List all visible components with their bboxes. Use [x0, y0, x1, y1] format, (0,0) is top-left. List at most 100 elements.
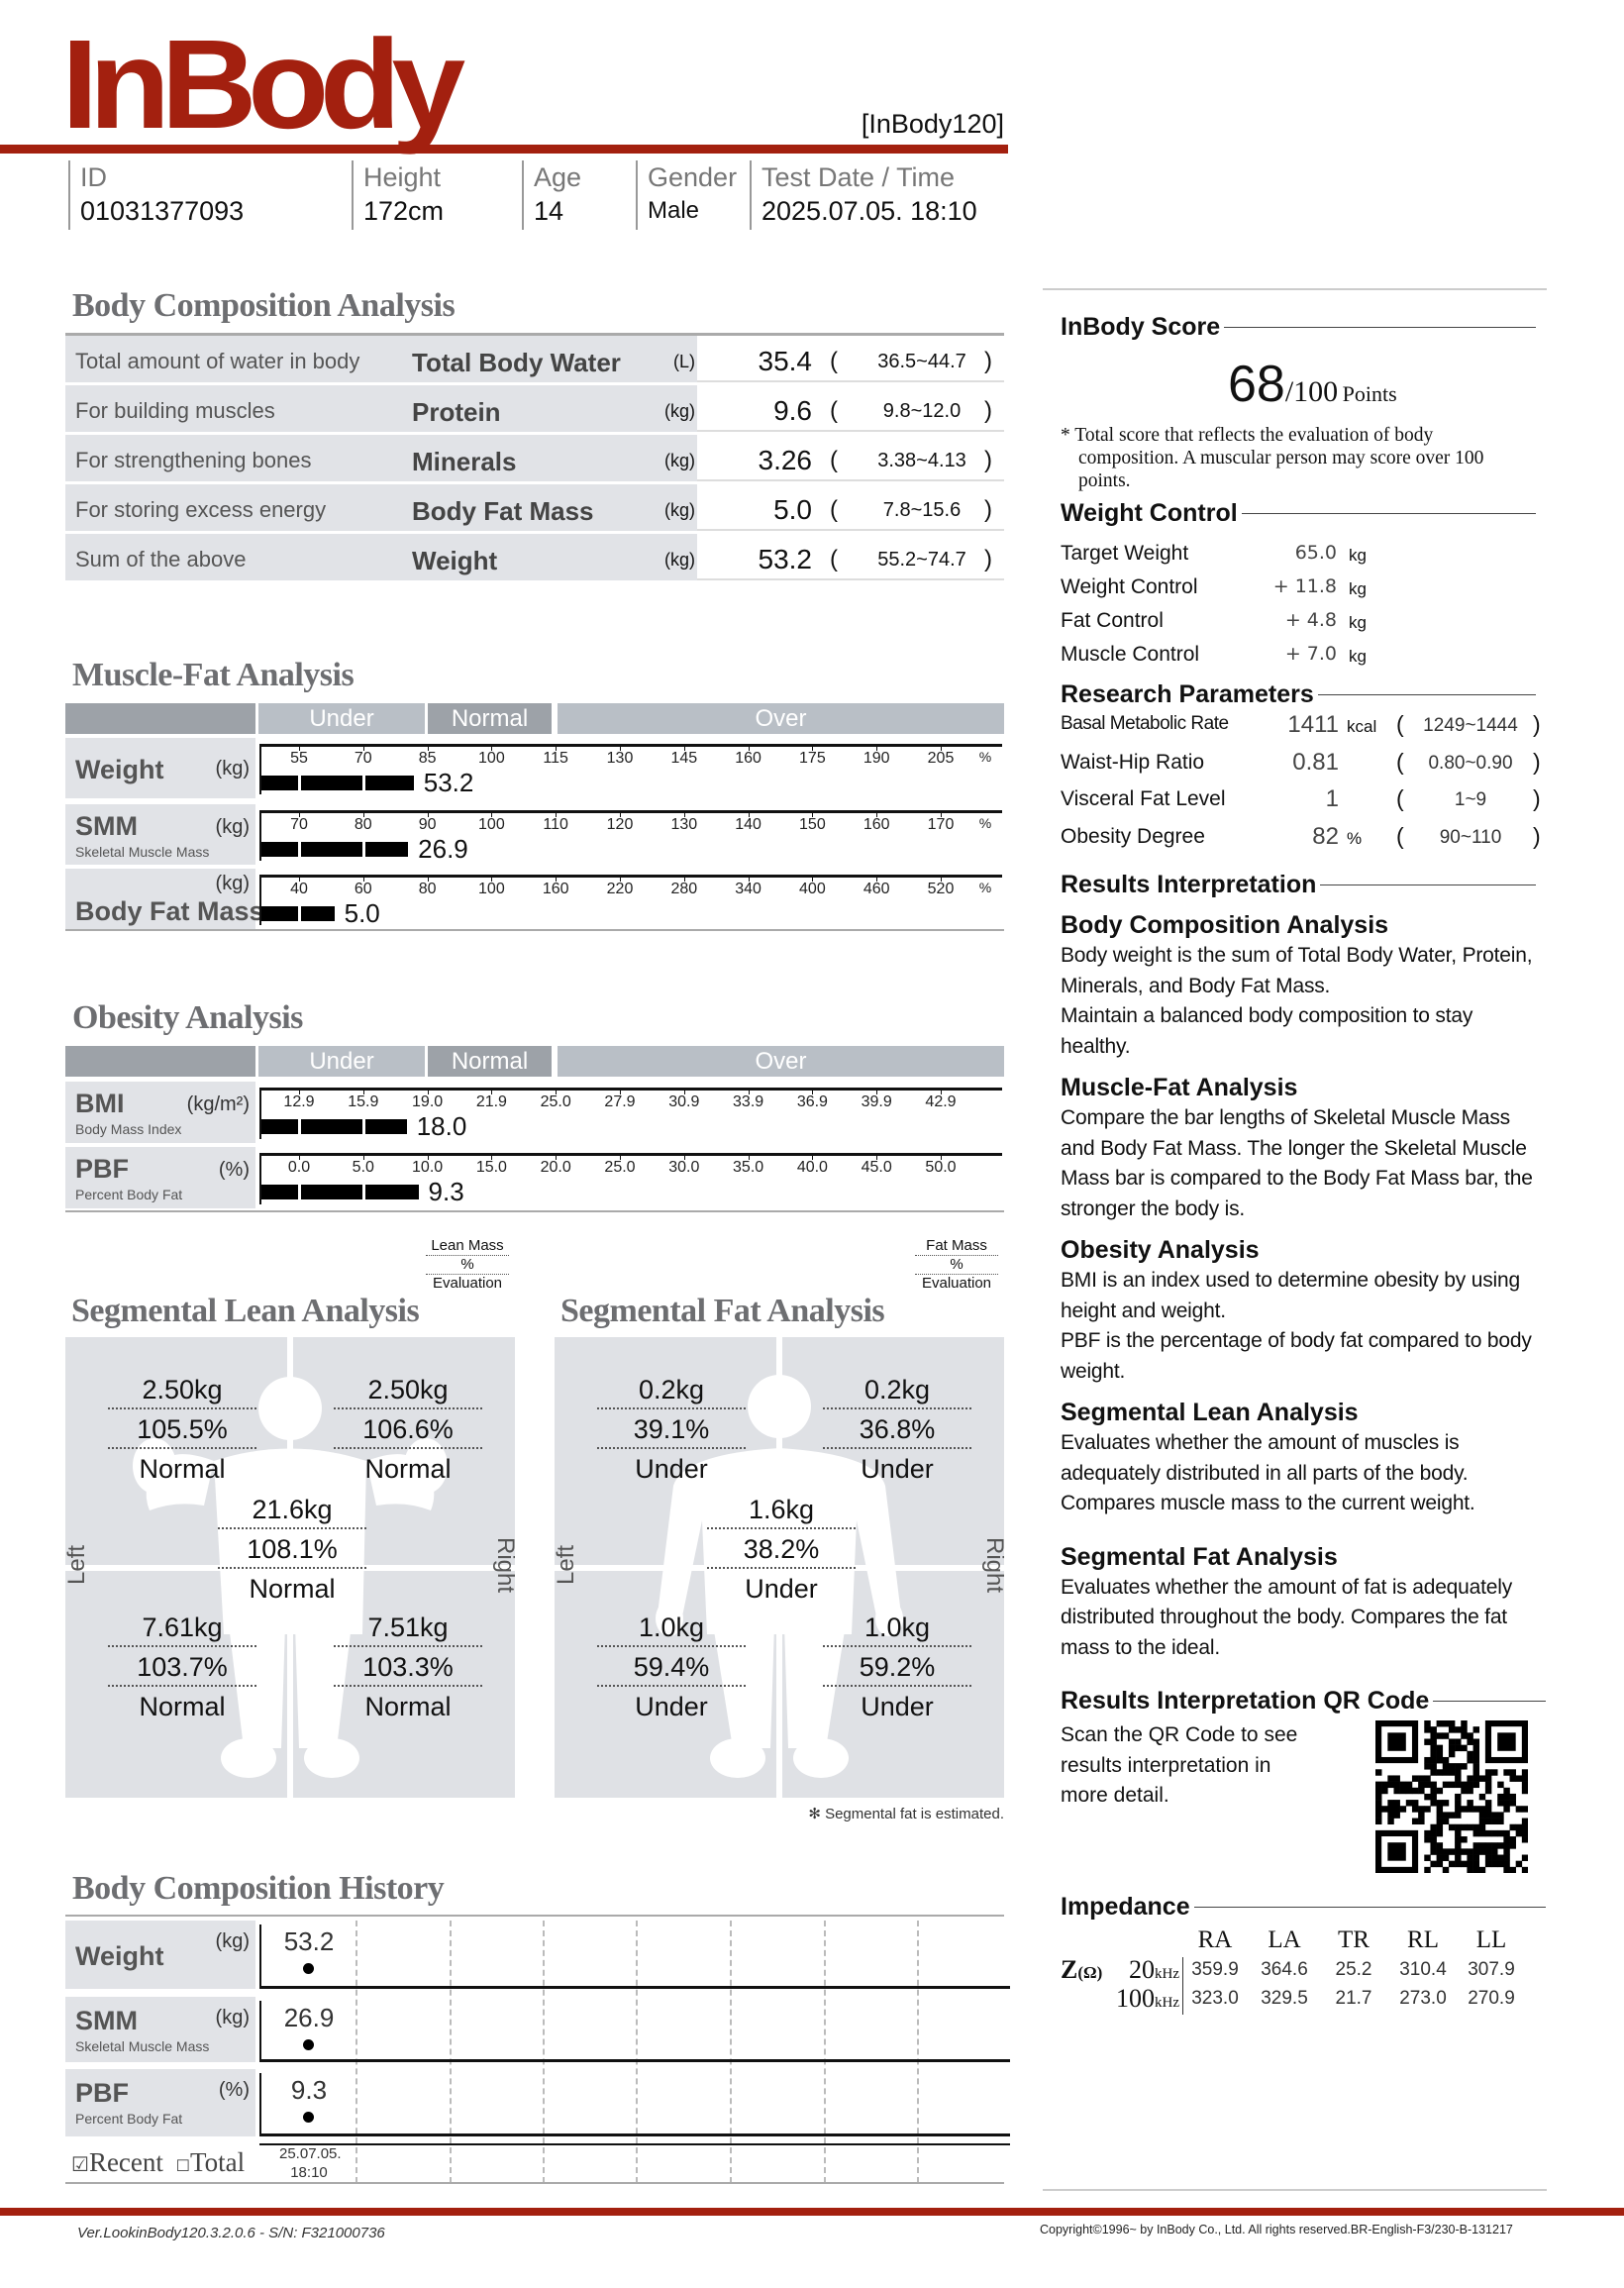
bca-range: 3.38~4.13 — [877, 450, 966, 471]
tick-mark — [299, 810, 300, 817]
bca-value: 5.0 — [773, 494, 812, 525]
bca-desc: For strengthening bones — [75, 448, 312, 472]
score-unit: Points — [1342, 381, 1397, 406]
bca-row-label-bg — [65, 336, 697, 382]
interp-text: BMI is an index used to determine obesit… — [1061, 1269, 1520, 1322]
oa-bottom-rule — [65, 1210, 1004, 1212]
oa-range-band: Under Normal Over — [65, 1046, 1004, 1077]
row-label: PBF Percent Body Fat (%) — [65, 2069, 255, 2136]
tick-mark — [491, 810, 493, 817]
band-under: Under — [258, 703, 425, 734]
tick-label: 25.0 — [604, 1159, 636, 1176]
rp-range: 1249~1444 — [1423, 715, 1518, 736]
freq-unit: kHz — [1155, 1995, 1179, 2011]
history-date: 25.07.05. 18:10 — [279, 2145, 342, 2181]
history-gridline — [730, 1921, 732, 2183]
wc-label: Fat Control — [1061, 609, 1164, 632]
tick-label: 0.0 — [287, 1159, 311, 1176]
row-subname: Body Mass Index — [75, 1121, 182, 1137]
total-label[interactable]: Total — [190, 2147, 246, 2177]
row-label: BMI Body Mass Index (kg/m²) — [65, 1082, 255, 1143]
bca-unit: (L) — [673, 352, 695, 371]
tick-mark — [941, 810, 942, 817]
bca-row-value-bg — [697, 385, 1004, 432]
tick-label: 400 — [799, 881, 826, 897]
bca-unit: (kg) — [664, 451, 695, 470]
impedance-z-label: Z(Ω) — [1061, 1955, 1102, 1987]
bca-row-value-bg — [697, 435, 1004, 481]
bca-paren-close: ) — [984, 447, 992, 473]
segment-evaluation: Normal — [139, 1454, 226, 1484]
mfa-title: Muscle-Fat Analysis — [72, 657, 355, 693]
tick-mark — [620, 1153, 621, 1160]
tick-label: 36.9 — [796, 1093, 828, 1110]
segment-evaluation: Under — [635, 1692, 708, 1721]
tick-mark — [748, 1088, 750, 1094]
history-point — [303, 2039, 314, 2050]
interp-text: Body weight is the sum of Total Body Wat… — [1061, 944, 1533, 997]
right-bottom-rule — [1043, 2189, 1547, 2191]
info-test-date: Test Date / Time 2025.07.05. 18:10 — [750, 160, 977, 230]
oa-title: Obesity Analysis — [72, 999, 303, 1036]
tick-label: 130 — [670, 816, 698, 833]
tick-mark — [812, 1153, 814, 1160]
segmental-fat-panel: 0.2kg 39.1% Under 0.2kg 36.8% Under 1.6kg 38.2%… — [555, 1337, 1004, 1798]
history-row: SMM Skeletal Muscle Mass (kg) 26.9 — [65, 1997, 1010, 2062]
tick-label: 42.9 — [925, 1093, 957, 1110]
mfa-range-band: Under Normal Over — [65, 703, 1004, 734]
score-heading: InBody Score — [1061, 311, 1536, 343]
left-label: Left — [65, 1544, 91, 1586]
bar-separator — [298, 1185, 301, 1199]
bca-range: 7.8~15.6 — [882, 499, 962, 521]
recent-label[interactable]: Recent — [88, 2147, 163, 2177]
value-bar — [261, 1185, 419, 1199]
bca-paren-open: ( — [830, 546, 838, 572]
tick-label: 160 — [735, 750, 761, 767]
rp-paren-open: ( — [1396, 711, 1404, 737]
bca-range: 55.2~74.7 — [877, 549, 966, 571]
segment-evaluation: Under — [745, 1574, 818, 1604]
row-label: SMM Skeletal Muscle Mass (kg) — [65, 1997, 255, 2062]
history-gridline — [917, 1921, 919, 2183]
tick-label: 30.9 — [668, 1093, 700, 1110]
row-unit: (kg) — [215, 1930, 250, 1952]
total-checkbox[interactable]: ☐ — [175, 2158, 190, 2175]
segment-evaluation: Normal — [249, 1574, 336, 1604]
rp-label: Visceral Fat Level — [1061, 787, 1226, 810]
impedance-value: 359.9 — [1191, 1959, 1239, 1980]
row-unit: (%) — [218, 1159, 250, 1181]
inbody-score: 68/100 Points — [1228, 355, 1397, 427]
row-unit: (kg) — [215, 758, 250, 780]
percent-sign: % — [978, 749, 992, 765]
bca-title: Body Composition Analysis — [72, 287, 456, 324]
history-gridline — [824, 1921, 826, 2183]
bca-top-rule — [65, 333, 1004, 336]
segment-percent: 36.8% — [823, 1409, 971, 1449]
mfa-row: Weight (kg) 55 70 85 100 115 130 145 160 175 190 205… — [65, 738, 1004, 798]
oa-row: BMI Body Mass Index (kg/m²) 12.9 15.9 19.0 21.… — [65, 1082, 1004, 1143]
qr-code[interactable] — [1375, 1720, 1528, 1873]
tick-label: 55 — [290, 750, 308, 767]
tick-label: 15.9 — [348, 1093, 379, 1110]
impedance-value: 273.0 — [1399, 1988, 1447, 2009]
tick-label: 100 — [478, 750, 505, 767]
wc-label: Target Weight — [1061, 542, 1189, 565]
recent-checkbox[interactable]: ☑ — [71, 2154, 89, 2176]
bar-value: 26.9 — [418, 834, 468, 864]
interp-heading: Obesity Analysis — [1061, 1236, 1260, 1264]
tick-mark — [427, 1153, 429, 1160]
history-gridline — [355, 1921, 357, 2183]
rp-paren-open: ( — [1396, 785, 1404, 811]
z-symbol: Z — [1061, 1955, 1078, 1984]
row-subname: Percent Body Fat — [75, 2111, 183, 2127]
bar-separator — [361, 842, 365, 857]
chart-left-axis — [259, 810, 261, 861]
tick-mark — [362, 1088, 364, 1094]
interp-heading: Muscle-Fat Analysis — [1061, 1074, 1298, 1101]
row-label: Body Fat Mass (kg) — [65, 869, 264, 929]
tick-mark — [683, 1153, 685, 1160]
tick-label: 50.0 — [925, 1159, 957, 1176]
qr-heading: Results Interpretation QR Code — [1061, 1685, 1546, 1716]
rp-paren-close: ) — [1533, 823, 1541, 849]
segment-evaluation: Under — [861, 1454, 934, 1484]
